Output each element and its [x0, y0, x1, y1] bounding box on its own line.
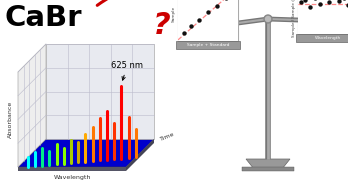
Text: Sample + Standard: Sample + Standard: [187, 43, 229, 47]
Point: [196, 19, 202, 22]
Point: [181, 31, 187, 34]
Polygon shape: [246, 159, 290, 169]
Polygon shape: [242, 167, 294, 171]
Circle shape: [264, 15, 272, 23]
Point: [346, 4, 348, 7]
Polygon shape: [46, 44, 154, 139]
Text: Wavelength: Wavelength: [315, 36, 341, 40]
Text: MER: MER: [309, 9, 348, 28]
Polygon shape: [18, 167, 126, 171]
Bar: [178, 0, 238, 41]
Bar: [298, 0, 348, 34]
Polygon shape: [126, 139, 154, 171]
Point: [307, 5, 313, 8]
Text: MEC: MEC: [190, 16, 237, 35]
Bar: [176, 41, 240, 49]
Text: ?: ?: [153, 11, 171, 40]
Point: [205, 11, 211, 14]
Polygon shape: [18, 139, 154, 167]
Text: Wavelength: Wavelength: [53, 175, 91, 180]
Polygon shape: [18, 44, 46, 167]
Point: [188, 24, 194, 27]
Circle shape: [266, 16, 270, 22]
Bar: [296, 34, 348, 42]
Point: [302, 0, 308, 1]
Point: [336, 0, 342, 2]
Text: Absorbance: Absorbance: [8, 101, 13, 138]
Text: Sample: Sample: [172, 5, 176, 22]
Point: [317, 2, 322, 5]
Point: [214, 5, 220, 8]
Text: Sample / Sample @ Standard: Sample / Sample @ Standard: [292, 0, 296, 37]
Text: CaBr: CaBr: [4, 4, 81, 32]
Text: Time: Time: [159, 132, 175, 142]
FancyArrowPatch shape: [97, 0, 214, 20]
Text: 625 nm: 625 nm: [111, 61, 143, 80]
Point: [326, 1, 332, 4]
Point: [298, 1, 304, 4]
